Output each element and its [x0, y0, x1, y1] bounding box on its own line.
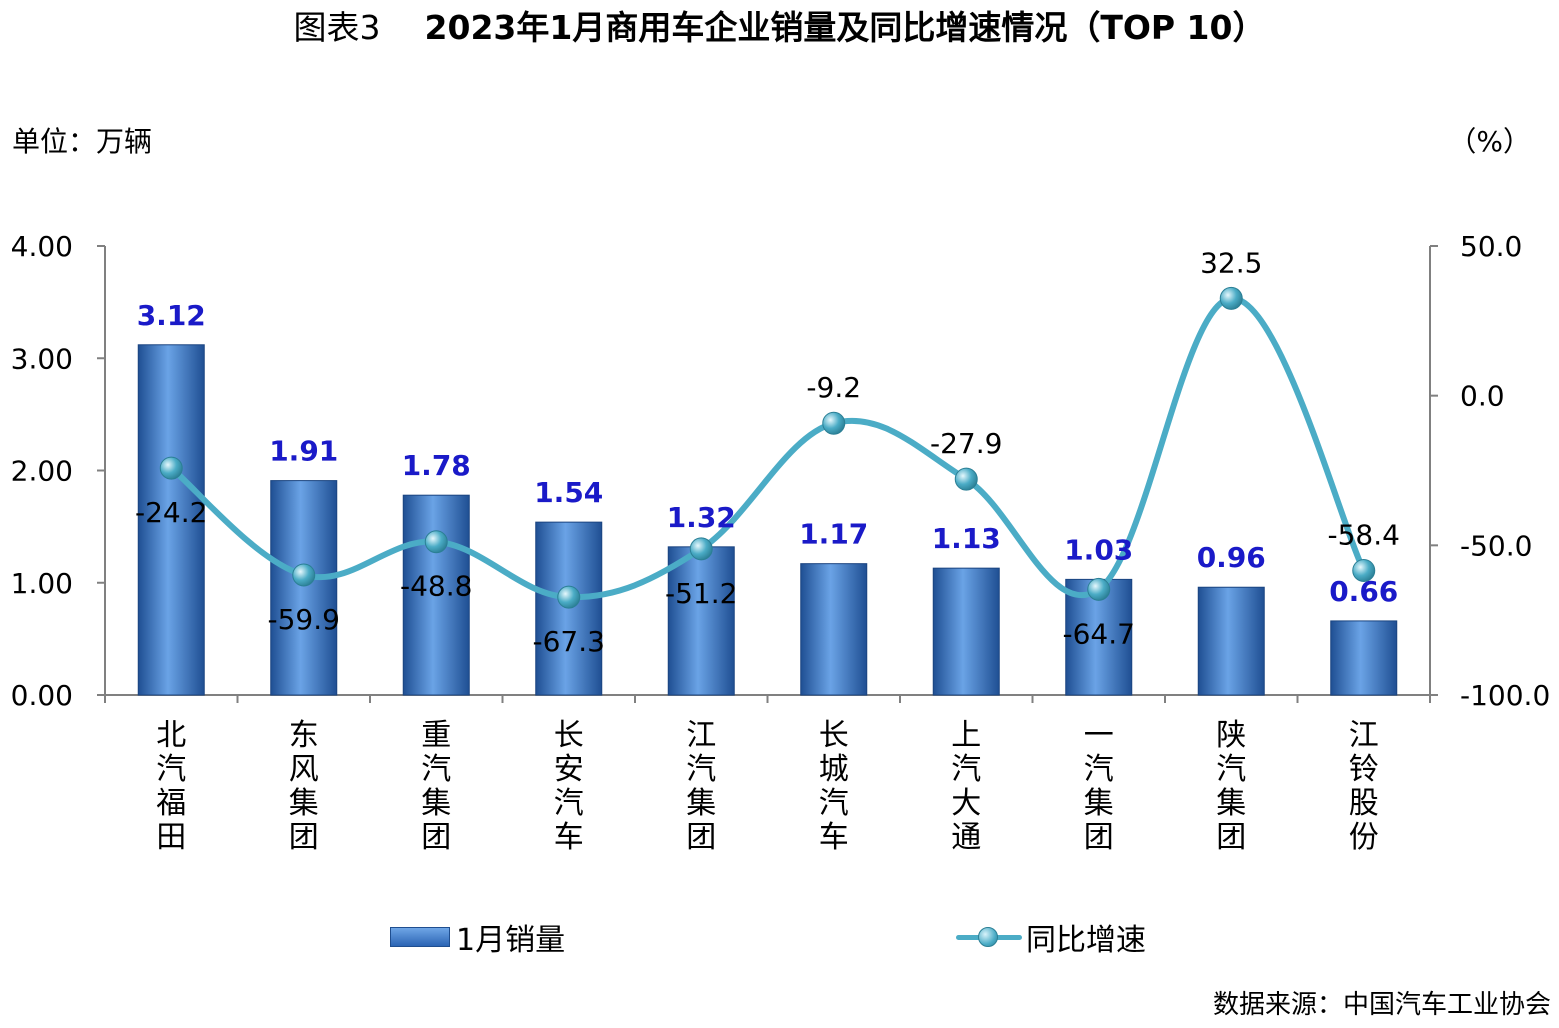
- growth-point: [689, 537, 713, 561]
- growth-point: [1087, 577, 1111, 601]
- line-group: [159, 286, 1376, 609]
- growth-value-label: -67.3: [533, 625, 605, 658]
- x-category-label: 长安汽车: [554, 718, 584, 855]
- bar: [932, 567, 1000, 696]
- growth-value-label: -48.8: [400, 570, 472, 603]
- bar-value-label: 0.96: [1197, 541, 1266, 574]
- legend-item-growth: 同比增速: [956, 912, 1146, 962]
- y-left-tick-label: 4.00: [11, 230, 73, 263]
- y-right-tick-label: 50.0: [1460, 230, 1522, 263]
- x-category-label: 北汽福田: [156, 718, 186, 855]
- growth-series-line: [168, 295, 1367, 601]
- growth-value-label: -9.2: [806, 371, 861, 404]
- bar: [270, 480, 338, 696]
- growth-value-label: -64.7: [1063, 617, 1135, 650]
- bar: [1197, 586, 1265, 696]
- growth-point: [822, 411, 846, 435]
- y-right-tick-label: -100.0: [1460, 679, 1550, 712]
- bar: [667, 546, 735, 696]
- right-unit-label: （%）: [1448, 125, 1531, 158]
- legend-item-sales: 1月销量: [390, 912, 565, 962]
- bar-value-label: 1.91: [269, 435, 338, 468]
- bar-value-label: 1.13: [932, 522, 1001, 555]
- x-category-label: 一汽集团: [1084, 718, 1114, 855]
- legend: 1月销量 同比增速: [390, 912, 1190, 962]
- growth-point: [424, 530, 448, 554]
- bar: [1330, 620, 1398, 696]
- growth-value-label: -27.9: [930, 427, 1002, 460]
- bar: [137, 344, 205, 696]
- legend-line-swatch: [956, 927, 1022, 947]
- growth-value-label: -51.2: [665, 577, 737, 610]
- y-left-tick-label: 3.00: [11, 342, 73, 375]
- y-right-tick-label: -50.0: [1460, 529, 1532, 562]
- left-unit-label: 单位：万辆: [12, 125, 153, 158]
- growth-value-label: -58.4: [1328, 518, 1400, 551]
- y-right-tick-label: 0.0: [1460, 380, 1505, 413]
- growth-value-label: -59.9: [268, 603, 340, 636]
- bar-value-label: 1.78: [402, 449, 471, 482]
- x-category-label: 陕汽集团: [1216, 718, 1246, 855]
- y-left-tick-label: 1.00: [11, 567, 73, 600]
- title-main: 2023年1月商用车企业销量及同比增速情况（TOP 10）: [424, 8, 1266, 47]
- bar-value-label: 1.54: [534, 476, 603, 509]
- growth-point: [1352, 558, 1376, 582]
- x-category-label: 上汽大通: [951, 718, 981, 855]
- bar: [800, 563, 868, 696]
- x-category-label: 东风集团: [289, 718, 319, 855]
- legend-label-growth: 同比增速: [1026, 923, 1146, 958]
- bar: [402, 494, 470, 696]
- x-category-label: 长城汽车: [819, 718, 849, 855]
- y-left-tick-label: 0.00: [11, 679, 73, 712]
- bar-value-label: 1.32: [667, 501, 736, 534]
- growth-value-label: 32.5: [1200, 246, 1262, 279]
- growth-value-label: -24.2: [135, 496, 207, 529]
- source-note: 数据来源：中国汽车工业协会: [1212, 990, 1551, 1020]
- y-left-tick-label: 2.00: [11, 455, 73, 488]
- bar-value-label: 1.17: [799, 518, 868, 551]
- legend-label-sales: 1月销量: [456, 923, 566, 958]
- growth-point: [1219, 286, 1243, 310]
- x-category-label: 重汽集团: [421, 718, 451, 855]
- bars-group: [137, 344, 1398, 696]
- figure-label: 图表3: [293, 8, 381, 47]
- growth-point: [557, 585, 581, 609]
- bar-value-label: 1.03: [1064, 533, 1133, 566]
- chart-title: 图表3 2023年1月商用车企业销量及同比增速情况（TOP 10）: [0, 6, 1559, 50]
- bar-value-label: 0.66: [1329, 575, 1398, 608]
- x-category-label: 江铃股份: [1349, 718, 1379, 855]
- bar-value-label: 3.12: [137, 299, 206, 332]
- x-category-label: 江汽集团: [686, 718, 716, 855]
- growth-point: [292, 563, 316, 587]
- growth-point: [954, 467, 978, 491]
- labels-group: 3.12 1.91 1.78 1.54 1.32 1.17 1.13 1.03 0.96 0.66…: [135, 246, 1400, 658]
- growth-point: [159, 456, 183, 480]
- legend-bar-swatch: [390, 927, 450, 947]
- axes-group: 0.00 1.00 2.00 3.00 4.00 -100.0 -50.0 0.0 50.0 北汽…: [11, 230, 1551, 855]
